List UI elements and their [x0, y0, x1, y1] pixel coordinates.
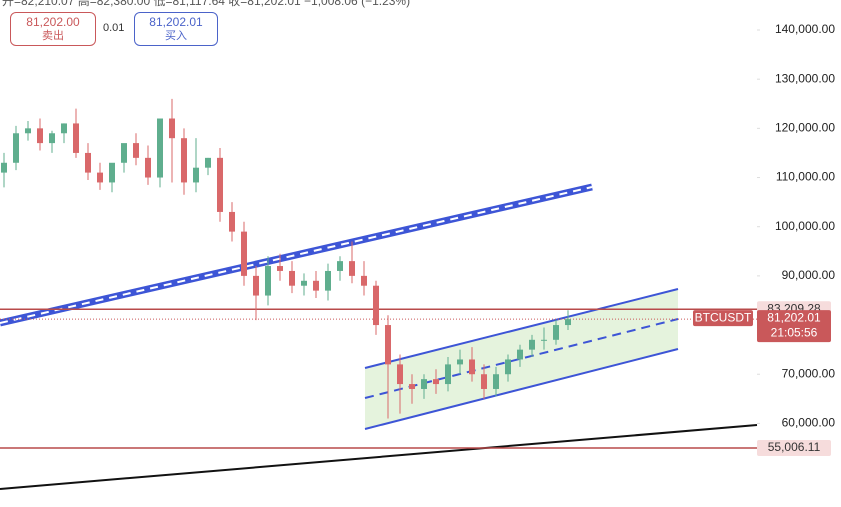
- support-line: [0, 424, 758, 490]
- candle-body: [145, 157, 151, 178]
- symbol: BTCUSDT: [695, 310, 752, 324]
- y-tick-label: 140,000.00: [775, 22, 835, 36]
- y-tick-label: 100,000.00: [775, 219, 835, 233]
- candle-body: [517, 349, 523, 360]
- level-label: 55,006.11: [768, 440, 821, 454]
- candle-body: [241, 231, 247, 276]
- channel-top: [364, 288, 679, 369]
- candle-body: [277, 266, 283, 271]
- sell-price: 81,202.00: [26, 15, 80, 29]
- y-tick-label: 110,000.00: [776, 170, 835, 184]
- candle-body: [361, 275, 367, 286]
- buy-price: 81,202.01: [149, 15, 203, 29]
- candle-body: [205, 157, 211, 168]
- candle-body: [397, 364, 403, 385]
- candle-body: [337, 261, 343, 271]
- candle-body: [85, 152, 91, 173]
- candle-body: [193, 167, 199, 183]
- quantity: 0.01: [103, 22, 125, 34]
- candle-body: [61, 123, 67, 134]
- candle-body: [445, 364, 451, 385]
- candle-body: [433, 379, 439, 385]
- candle-body: [385, 325, 391, 365]
- candle-body: [169, 118, 175, 139]
- candle-body: [73, 123, 79, 153]
- buy-button[interactable]: 81,202.01 买入: [134, 12, 218, 46]
- level-tag: [757, 439, 831, 456]
- candle-body: [37, 128, 43, 144]
- candle-body: [253, 275, 259, 296]
- candle-body: [325, 270, 331, 291]
- candle-body: [49, 133, 55, 144]
- symbol-tag: [693, 310, 753, 327]
- buy-label: 买入: [165, 30, 187, 42]
- candle-body: [217, 157, 223, 212]
- candle-body: [265, 266, 271, 296]
- candle-body: [97, 172, 103, 183]
- candle-body: [229, 211, 235, 232]
- candle-body: [493, 374, 499, 389]
- candle-body: [109, 162, 115, 183]
- candle-body: [121, 143, 127, 163]
- candle-body: [301, 280, 307, 286]
- candle-body: [409, 384, 415, 389]
- y-tick-label: 60,000.00: [782, 416, 836, 430]
- candle-body: [421, 379, 427, 389]
- candle-body: [505, 359, 511, 375]
- candle-body: [553, 325, 559, 340]
- ohlc-text: 开=82,210.07 高=82,380.00 低=81,117.64 收=81…: [2, 0, 410, 8]
- candle-body: [541, 339, 547, 341]
- candle-body: [529, 339, 535, 350]
- sell-label: 卖出: [42, 30, 64, 42]
- channel-mid: [364, 318, 679, 399]
- countdown: 21:05:56: [771, 325, 818, 339]
- trendline-dash: [0, 186, 593, 324]
- last-price-tag: [757, 310, 831, 343]
- candle-body: [25, 128, 31, 134]
- candle-body: [349, 261, 355, 276]
- y-tick-label: 130,000.00: [775, 71, 835, 85]
- last-price-label: 81,202.01: [767, 310, 821, 324]
- candle-body: [133, 143, 139, 158]
- candle-body: [157, 118, 163, 178]
- candle-body: [313, 280, 319, 291]
- candle-body: [457, 359, 463, 365]
- candle-body: [373, 285, 379, 326]
- sell-button[interactable]: 81,202.00 卖出: [10, 12, 96, 46]
- channel-bottom: [364, 348, 679, 430]
- candle-body: [181, 138, 187, 183]
- candle-body: [1, 162, 7, 173]
- candle-body: [289, 270, 295, 286]
- candle-body: [481, 374, 487, 389]
- y-tick-label: 90,000.00: [782, 268, 836, 282]
- y-tick-label: 120,000.00: [775, 121, 835, 135]
- candle-body: [565, 319, 571, 326]
- y-tick-label: 70,000.00: [782, 366, 836, 380]
- candle-body: [469, 359, 475, 375]
- candle-body: [13, 133, 19, 163]
